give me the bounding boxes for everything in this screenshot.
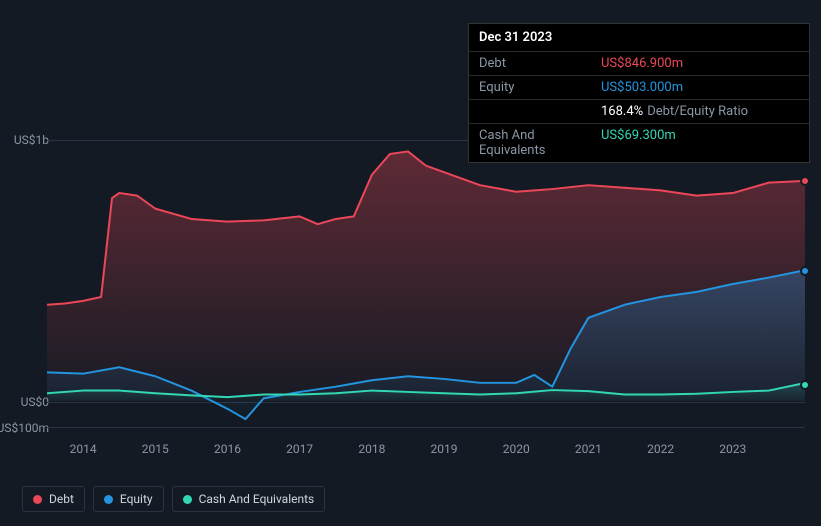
- chart-tooltip: Dec 31 2023 DebtUS$846.900mEquityUS$503.…: [468, 23, 810, 163]
- legend-label: Debt: [49, 492, 74, 506]
- legend-dot-icon: [183, 495, 192, 504]
- tooltip-date: Dec 31 2023: [469, 24, 809, 52]
- tooltip-row-extra: Debt/Equity Ratio: [647, 104, 748, 119]
- y-axis-label: US$0: [0, 395, 49, 409]
- legend-item-debt[interactable]: Debt: [22, 486, 85, 512]
- series-end-marker-debt: [800, 176, 810, 186]
- legend-item-equity[interactable]: Equity: [93, 486, 164, 512]
- x-axis-label: 2018: [358, 442, 385, 456]
- legend-dot-icon: [104, 495, 113, 504]
- tooltip-row-label: Cash And Equivalents: [479, 128, 601, 158]
- y-axis-label: -US$100m: [0, 421, 49, 435]
- tooltip-row-value: US$846.900m: [601, 56, 799, 71]
- legend-dot-icon: [33, 495, 42, 504]
- x-axis-label: 2019: [431, 442, 458, 456]
- plot-area: [47, 140, 805, 428]
- x-axis: 2014 2015 2016 2017 2018 2019 2020 2021 2022 2023: [47, 442, 805, 462]
- x-axis-label: 2017: [286, 442, 313, 456]
- x-axis-label: 2016: [214, 442, 241, 456]
- x-axis-label: 2023: [719, 442, 746, 456]
- tooltip-row: DebtUS$846.900m: [469, 52, 809, 76]
- tooltip-row-value: US$503.000m: [601, 80, 799, 95]
- series-end-marker-equity: [800, 266, 810, 276]
- tooltip-row-value: 168.4%Debt/Equity Ratio: [601, 104, 799, 119]
- y-axis-label: US$1b: [0, 133, 49, 147]
- legend-label: Cash And Equivalents: [199, 492, 315, 506]
- tooltip-row: 168.4%Debt/Equity Ratio: [469, 100, 809, 124]
- tooltip-row-label: Debt: [479, 56, 601, 71]
- tooltip-row-label: [479, 104, 601, 119]
- tooltip-row-label: Equity: [479, 80, 601, 95]
- tooltip-row: EquityUS$503.000m: [469, 76, 809, 100]
- debt-equity-chart: US$1bUS$0-US$100m 2014201520162017201820…: [19, 120, 805, 470]
- x-axis-label: 2021: [575, 442, 602, 456]
- x-axis-label: 2020: [503, 442, 530, 456]
- series-end-marker-cash: [800, 380, 810, 390]
- legend-item-cash-and-equivalents[interactable]: Cash And Equivalents: [172, 486, 326, 512]
- x-axis-label: 2014: [70, 442, 97, 456]
- tooltip-row: Cash And EquivalentsUS$69.300m: [469, 124, 809, 162]
- x-axis-label: 2015: [142, 442, 169, 456]
- tooltip-row-value: US$69.300m: [601, 128, 799, 158]
- x-axis-label: 2022: [647, 442, 674, 456]
- legend: Debt Equity Cash And Equivalents: [22, 486, 325, 512]
- legend-label: Equity: [120, 492, 153, 506]
